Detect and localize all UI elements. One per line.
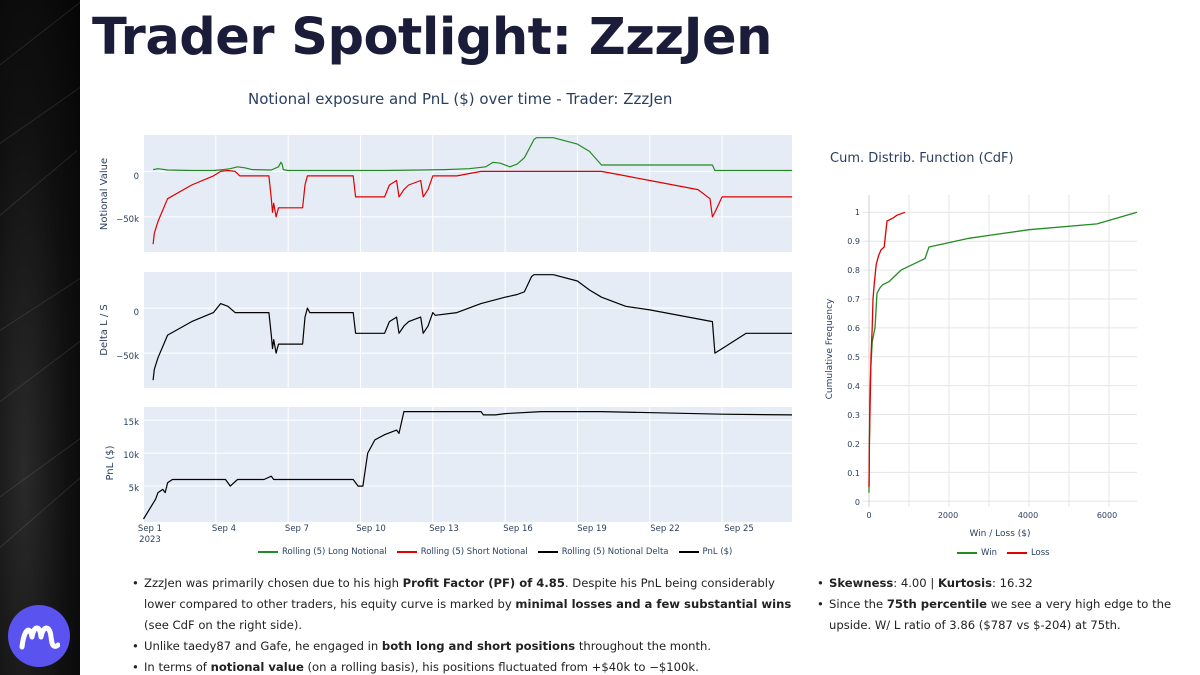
cdf-ytick-0.5: 0.5 [847,353,860,362]
legend-short-notional-label: Rolling (5) Short Notional [420,547,528,557]
cdf-loss-line [868,211,906,487]
cdf-xlabel: Win / Loss ($) [969,529,1030,539]
pnl-tick-15k: 15k [123,418,139,428]
legend-short-notional[interactable]: Rolling (5) Short Notional [396,547,528,557]
pnl-tick-5k: 5k [129,484,139,494]
notional-plot-area [143,135,792,252]
x-tick-sep10: Sep 10 [356,524,386,534]
commentary-right: Skewness: 4.00 | Kurtosis: 16.32 Since t… [815,573,1190,636]
cdf-ytick-0: 0 [855,498,860,507]
cdf-ytick-0.2: 0.2 [847,440,860,449]
x-tick-sep16: Sep 16 [503,524,533,534]
x-tick-sep13: Sep 13 [429,524,459,534]
cdf-plot-area [863,195,1137,507]
cdf-legend: Win Loss [957,548,1060,558]
legend-pnl[interactable]: PnL ($) [678,547,733,557]
cdf-xtick-4000: 4000 [1018,511,1038,520]
cdf-ytick-0.8: 0.8 [847,266,860,275]
x-tick-year: 2023 [139,535,161,545]
legend-loss[interactable]: Loss [1006,548,1050,558]
bullet-profit-factor: ZzzJen was primarily chosen due to his h… [130,573,800,636]
main-chart: Notional Value Delta L / S PnL ($) 0 −50… [99,135,793,545]
short-notional-line [152,169,792,245]
pnl-panel-ylabel: PnL ($) [105,445,116,480]
cdf-ytick-0.4: 0.4 [847,382,860,391]
delta-panel-ylabel: Delta L / S [99,304,110,356]
slide-title: Trader Spotlight: ZzzJen [92,8,772,67]
cdf-ytick-0.9: 0.9 [847,237,860,246]
notional-delta-line [152,274,792,381]
legend-win[interactable]: Win [957,548,997,558]
notional-tick-0: 0 [134,172,139,182]
x-tick-sep25: Sep 25 [724,524,754,534]
legend-long-notional-label: Rolling (5) Long Notional [282,547,387,557]
cdf-xtick-6000: 6000 [1097,511,1117,520]
cdf-ytick-0.3: 0.3 [847,411,860,420]
notional-panel-ylabel: Notional Value [99,158,110,230]
pnl-line [142,411,793,520]
bullet-long-short: Unlike taedy87 and Gafe, he engaged in b… [130,636,800,657]
cdf-chart: Cumulative Frequency Win / Loss ($) 0 0.… [825,195,1138,539]
cdf-ytick-1: 1 [855,208,860,217]
main-chart-legend: Rolling (5) Long Notional Rolling (5) Sh… [258,547,742,557]
cdf-ylabel: Cumulative Frequency [825,298,835,399]
brand-m-logo-icon[interactable] [8,605,70,667]
pnl-plot-area [143,407,792,522]
cdf-xtick-0: 0 [866,511,871,520]
cdf-ytick-0.7: 0.7 [847,295,860,304]
legend-long-notional[interactable]: Rolling (5) Long Notional [258,547,387,557]
bullet-notional: In terms of notional value (on a rolling… [130,657,800,675]
x-tick-sep7: Sep 7 [285,524,309,534]
bullet-75th-percentile: Since the 75th percentile we see a very … [815,594,1190,636]
x-tick-sep1: Sep 1 [138,524,162,534]
cdf-chart-title: Cum. Distrib. Function (CdF) [830,151,1014,166]
bullet-skewness: Skewness: 4.00 | Kurtosis: 16.32 [815,573,1190,594]
notional-tick-neg50k: −50k [116,215,139,225]
delta-plot-area [143,272,792,388]
long-notional-line [152,137,792,172]
cdf-ytick-0.1: 0.1 [847,469,860,478]
x-tick-sep19: Sep 19 [577,524,607,534]
legend-notional-delta[interactable]: Rolling (5) Notional Delta [537,547,669,557]
legend-loss-label: Loss [1030,548,1050,558]
decorative-side-strip [0,0,80,675]
legend-pnl-label: PnL ($) [702,547,733,557]
legend-win-label: Win [981,548,997,558]
legend-notional-delta-label: Rolling (5) Notional Delta [561,547,669,557]
commentary-left: ZzzJen was primarily chosen due to his h… [130,573,800,675]
cdf-xtick-2000: 2000 [938,511,958,520]
delta-tick-neg50k: −50k [116,352,139,362]
pnl-tick-10k: 10k [123,451,139,461]
x-tick-sep4: Sep 4 [212,524,236,534]
delta-tick-0: 0 [134,308,139,318]
cdf-ytick-0.6: 0.6 [847,324,860,333]
main-chart-title: Notional exposure and PnL ($) over time … [248,90,673,108]
x-tick-sep22: Sep 22 [650,524,680,534]
